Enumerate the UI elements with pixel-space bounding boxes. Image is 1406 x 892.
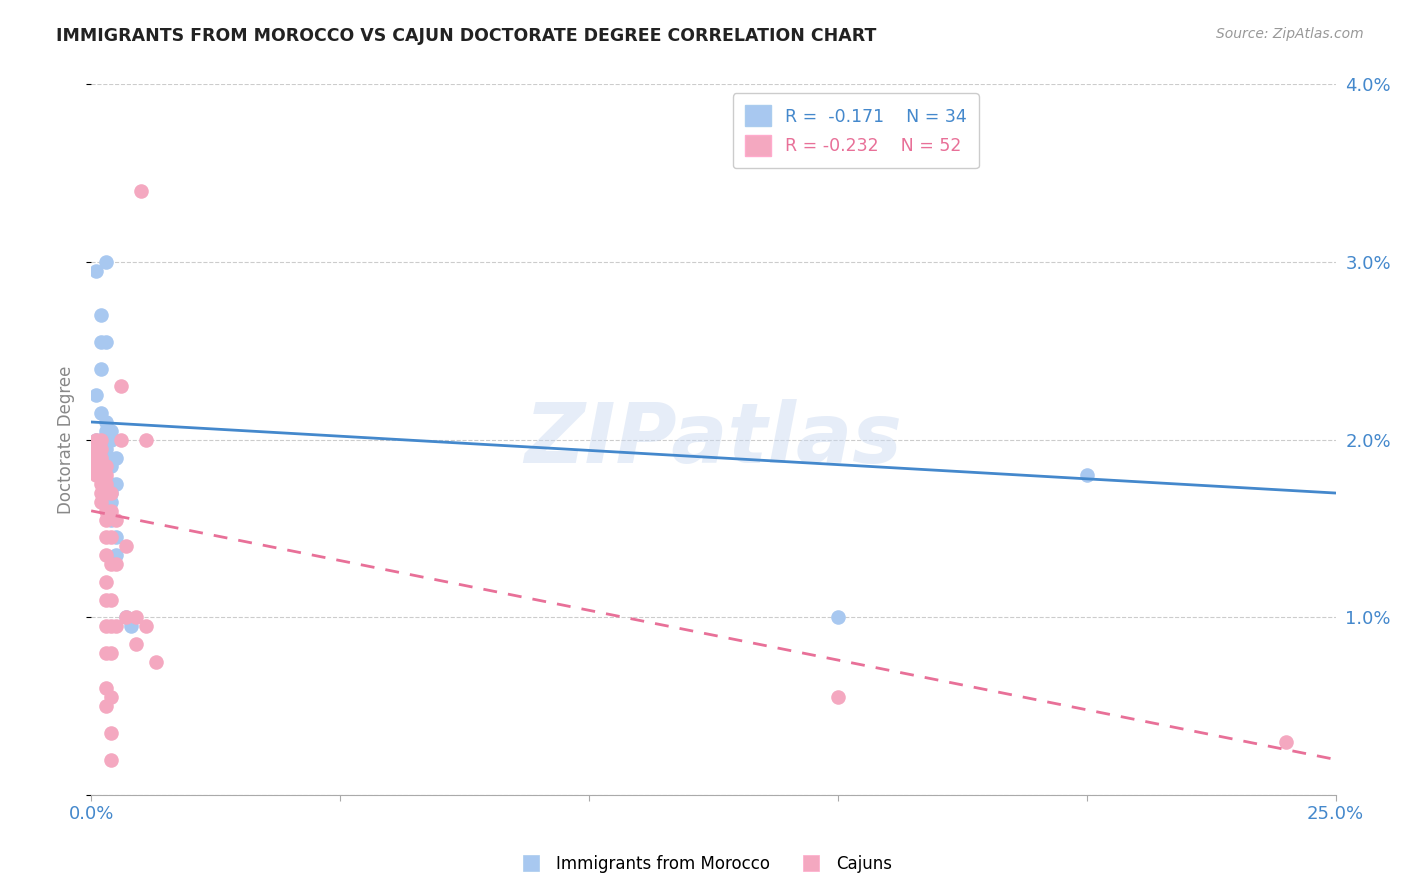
Point	[90, 468, 112, 483]
Point	[1275, 735, 1298, 749]
Point	[94, 513, 117, 527]
Point	[120, 619, 142, 633]
Point	[100, 646, 122, 660]
Point	[94, 468, 117, 483]
Point	[1076, 468, 1098, 483]
Point	[94, 504, 117, 518]
Point	[100, 592, 122, 607]
Point	[94, 531, 117, 545]
Point	[100, 504, 122, 518]
Point	[100, 726, 122, 740]
Point	[94, 334, 117, 349]
Point	[90, 361, 112, 376]
Point	[90, 334, 112, 349]
Point	[115, 610, 138, 624]
Point	[94, 699, 117, 714]
Point	[100, 619, 122, 633]
Point	[100, 459, 122, 474]
Point	[84, 433, 107, 447]
Point	[125, 610, 148, 624]
Point	[105, 477, 128, 491]
Point	[100, 557, 122, 571]
Point	[94, 681, 117, 696]
Point	[90, 450, 112, 465]
Point	[84, 433, 107, 447]
Point	[94, 450, 117, 465]
Point	[90, 406, 112, 420]
Point	[110, 379, 132, 393]
Point	[84, 388, 107, 402]
Point	[100, 486, 122, 500]
Point	[110, 433, 132, 447]
Point	[94, 459, 117, 474]
Point	[94, 486, 117, 500]
Point	[129, 184, 152, 198]
Text: IMMIGRANTS FROM MOROCCO VS CAJUN DOCTORATE DEGREE CORRELATION CHART: IMMIGRANTS FROM MOROCCO VS CAJUN DOCTORA…	[56, 27, 876, 45]
Point	[90, 450, 112, 465]
Point	[100, 690, 122, 705]
Point	[105, 548, 128, 562]
Point	[94, 415, 117, 429]
Point	[115, 610, 138, 624]
Text: Source: ZipAtlas.com: Source: ZipAtlas.com	[1216, 27, 1364, 41]
Point	[90, 442, 112, 456]
Legend: R =  -0.171    N = 34, R = -0.232    N = 52: R = -0.171 N = 34, R = -0.232 N = 52	[733, 93, 979, 169]
Point	[90, 433, 112, 447]
Point	[100, 513, 122, 527]
Point	[84, 442, 107, 456]
Point	[84, 459, 107, 474]
Point	[105, 619, 128, 633]
Point	[827, 690, 849, 705]
Point	[94, 255, 117, 269]
Point	[94, 592, 117, 607]
Point	[100, 486, 122, 500]
Point	[105, 531, 128, 545]
Point	[90, 433, 112, 447]
Point	[94, 548, 117, 562]
Point	[90, 477, 112, 491]
Point	[827, 610, 849, 624]
Point	[145, 655, 167, 669]
Point	[94, 619, 117, 633]
Point	[84, 442, 107, 456]
Point	[90, 442, 112, 456]
Point	[90, 459, 112, 474]
Point	[100, 477, 122, 491]
Point	[135, 433, 157, 447]
Point	[94, 574, 117, 589]
Point	[100, 495, 122, 509]
Point	[94, 442, 117, 456]
Point	[94, 424, 117, 438]
Point	[100, 433, 122, 447]
Point	[90, 486, 112, 500]
Point	[105, 557, 128, 571]
Point	[125, 637, 148, 651]
Point	[100, 752, 122, 766]
Point	[94, 477, 117, 491]
Point	[84, 450, 107, 465]
Point	[135, 619, 157, 633]
Point	[90, 309, 112, 323]
Y-axis label: Doctorate Degree: Doctorate Degree	[58, 366, 75, 514]
Point	[105, 450, 128, 465]
Text: ZIPatlas: ZIPatlas	[524, 400, 903, 480]
Point	[94, 646, 117, 660]
Point	[100, 531, 122, 545]
Point	[105, 513, 128, 527]
Point	[94, 459, 117, 474]
Point	[90, 495, 112, 509]
Point	[84, 468, 107, 483]
Point	[84, 264, 107, 278]
Point	[100, 424, 122, 438]
Point	[115, 539, 138, 553]
Point	[90, 468, 112, 483]
Legend: Immigrants from Morocco, Cajuns: Immigrants from Morocco, Cajuns	[508, 848, 898, 880]
